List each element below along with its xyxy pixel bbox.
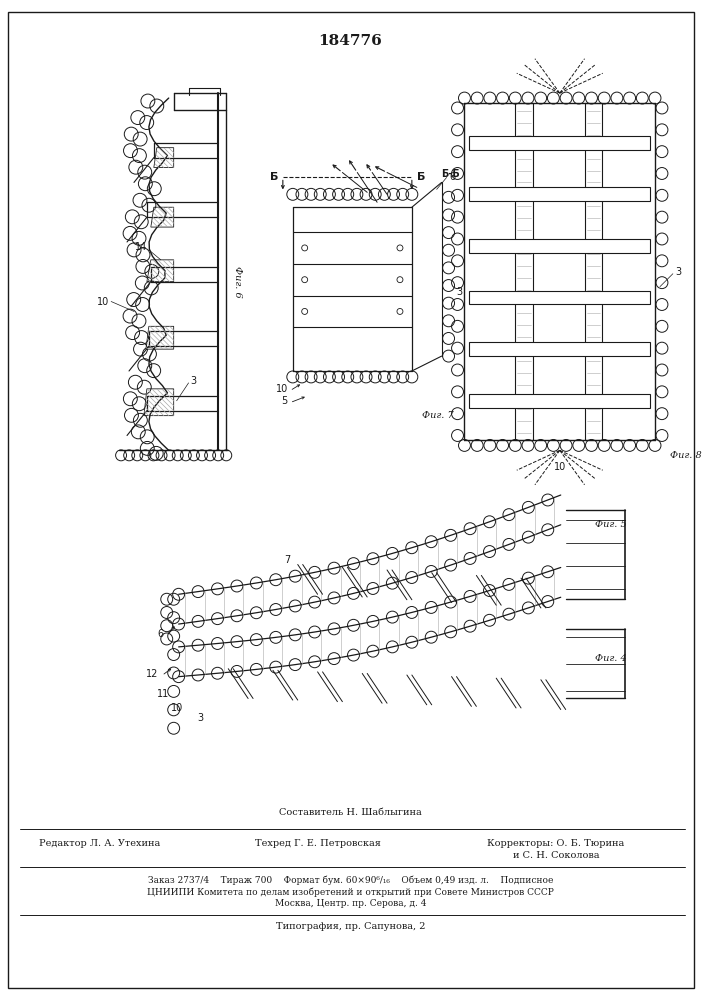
- Text: Фиг. 4: Фиг. 4: [595, 654, 627, 663]
- Text: 184776: 184776: [318, 34, 382, 48]
- Text: Типография, пр. Сапунова, 2: Типография, пр. Сапунова, 2: [276, 922, 425, 931]
- Text: 7: 7: [285, 555, 291, 565]
- Bar: [469, 136, 650, 150]
- Bar: [469, 291, 650, 304]
- Text: Редактор Л. А. Утехина: Редактор Л. А. Утехина: [39, 839, 160, 848]
- Text: Б-Б: Б-Б: [440, 169, 460, 179]
- Bar: [585, 103, 602, 440]
- Text: 10: 10: [97, 297, 109, 307]
- Text: 10: 10: [171, 703, 184, 713]
- Bar: [469, 239, 650, 253]
- Text: Фиг. 8: Фиг. 8: [670, 451, 701, 460]
- Text: 3: 3: [191, 376, 197, 386]
- Text: 3: 3: [197, 713, 204, 723]
- Bar: [469, 394, 650, 408]
- Bar: [515, 103, 533, 440]
- Text: Б: Б: [269, 172, 278, 182]
- Text: 3: 3: [675, 267, 681, 277]
- Text: 14: 14: [134, 242, 147, 252]
- Text: 11: 11: [156, 689, 169, 699]
- Text: 3: 3: [457, 287, 462, 297]
- Text: Б: Б: [417, 172, 425, 182]
- Bar: [469, 187, 650, 201]
- Text: 6: 6: [450, 172, 456, 182]
- Text: Фиг. 7: Фиг. 7: [422, 411, 453, 420]
- Bar: [469, 342, 650, 356]
- Text: Фиг. 5: Фиг. 5: [595, 520, 627, 529]
- Text: Составитель Н. Шаблыгина: Составитель Н. Шаблыгина: [279, 808, 421, 817]
- Text: 6: 6: [158, 629, 164, 639]
- Text: Корректоры: О. Б. Тюрина: Корректоры: О. Б. Тюрина: [487, 839, 624, 848]
- Text: Техред Г. Е. Петровская: Техред Г. Е. Петровская: [255, 839, 380, 848]
- Text: Фиг. 6: Фиг. 6: [233, 266, 243, 298]
- Text: Москва, Центр. пр. Серова, д. 4: Москва, Центр. пр. Серова, д. 4: [274, 899, 426, 908]
- Text: 10: 10: [554, 462, 566, 472]
- Text: 5: 5: [281, 396, 288, 406]
- Text: Заказ 2737/4    Тираж 700    Формат бум. 60×90⁶/₁₆    Объем 0,49 изд. л.    Подп: Заказ 2737/4 Тираж 700 Формат бум. 60×90…: [148, 875, 553, 885]
- Text: 12: 12: [146, 669, 159, 679]
- Text: 10: 10: [276, 384, 288, 394]
- Text: и С. Н. Соколова: и С. Н. Соколова: [513, 851, 599, 860]
- Text: ЦНИИПИ Комитета по делам изобретений и открытий при Совете Министров СССР: ЦНИИПИ Комитета по делам изобретений и о…: [147, 887, 554, 897]
